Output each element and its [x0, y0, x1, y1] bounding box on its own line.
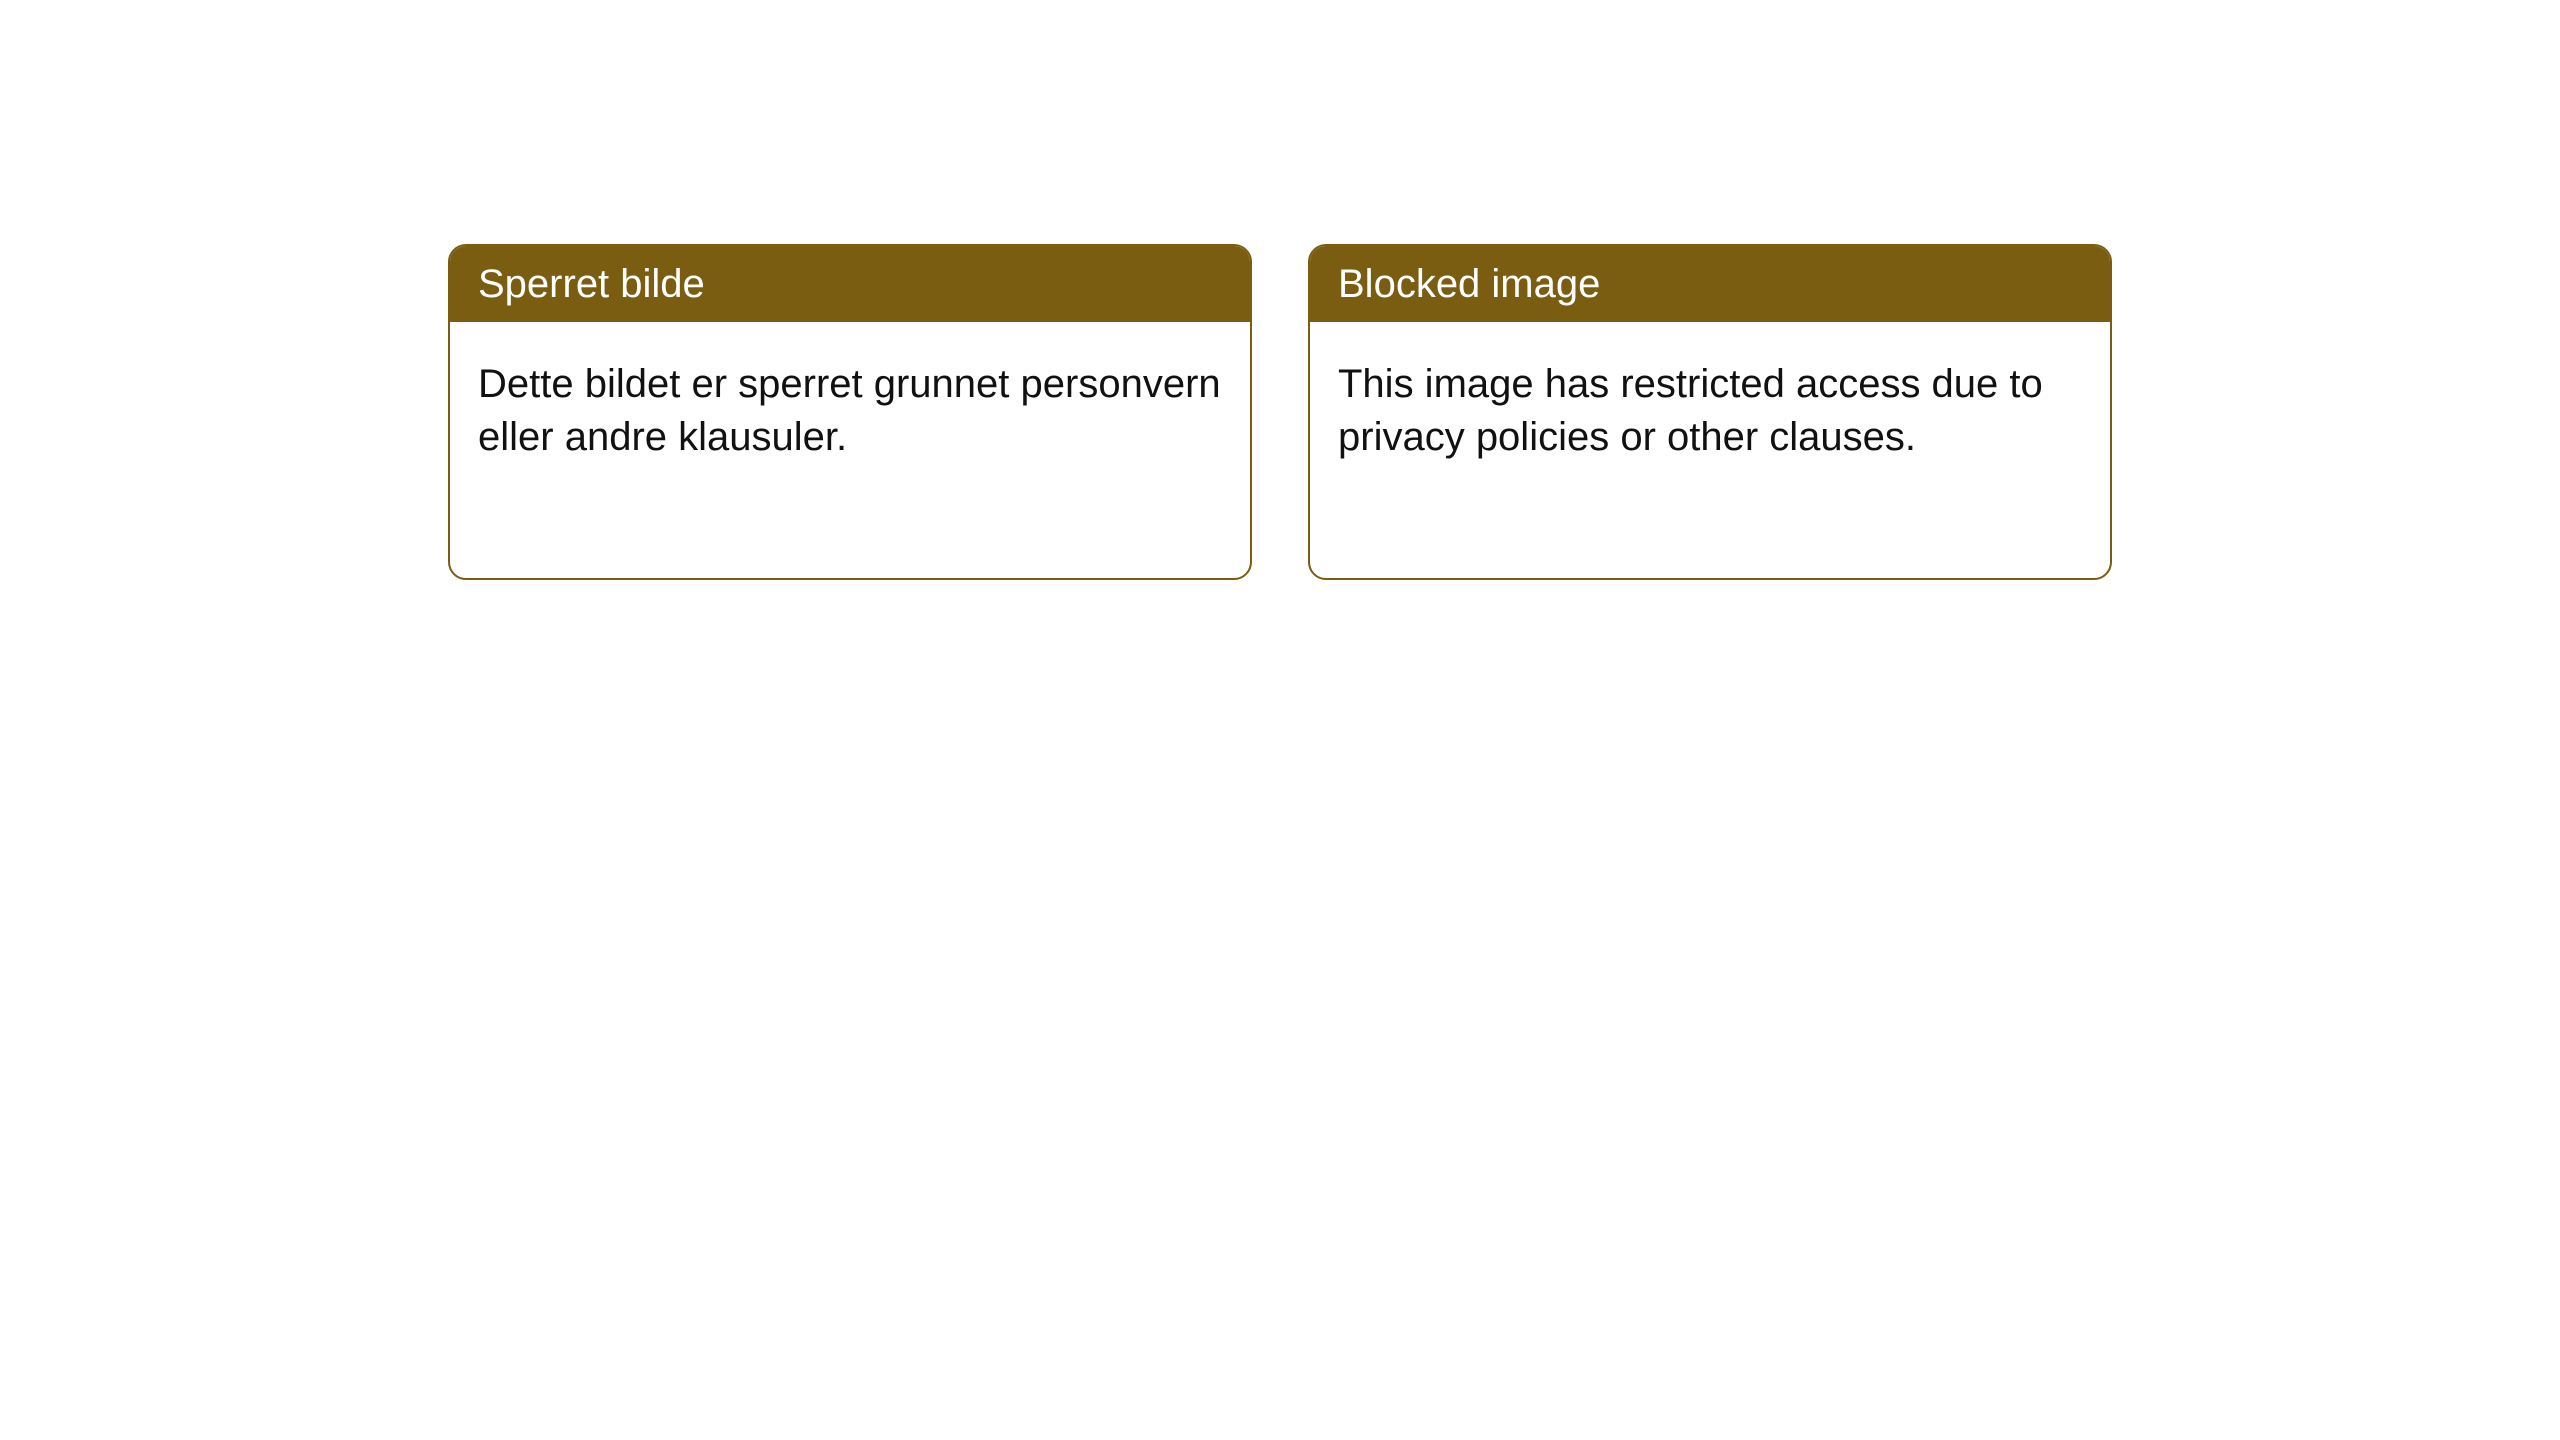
notice-container: Sperret bilde Dette bildet er sperret gr… — [448, 244, 2112, 580]
notice-card-norwegian: Sperret bilde Dette bildet er sperret gr… — [448, 244, 1252, 580]
card-title: Sperret bilde — [450, 246, 1250, 322]
card-title: Blocked image — [1310, 246, 2110, 322]
notice-card-english: Blocked image This image has restricted … — [1308, 244, 2112, 580]
card-body-text: This image has restricted access due to … — [1310, 322, 2110, 500]
card-body-text: Dette bildet er sperret grunnet personve… — [450, 322, 1250, 500]
